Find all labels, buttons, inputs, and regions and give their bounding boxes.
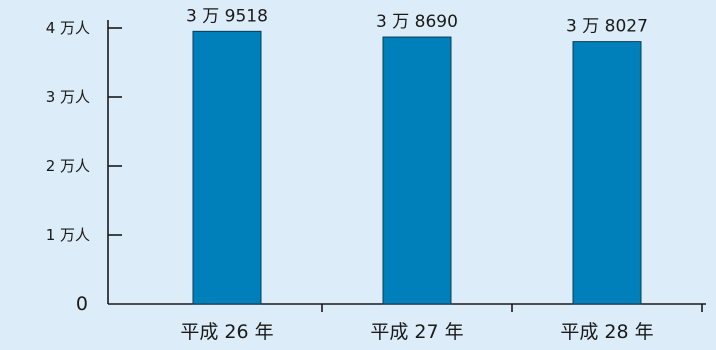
bar-data-label: 3 万 8690	[376, 12, 458, 32]
x-category-label: 平成 27 年	[370, 321, 463, 343]
bar-data-label: 3 万 9518	[186, 6, 268, 26]
x-category-label: 平成 28 年	[560, 321, 653, 343]
y-tick-label: 0	[76, 293, 88, 315]
x-category-label: 平成 26 年	[180, 321, 273, 343]
y-tick-label: 4 万人	[46, 19, 90, 37]
bar	[382, 36, 452, 305]
bar	[192, 30, 262, 305]
y-tick-label: 3 万人	[46, 88, 90, 106]
plot-area: 0 1 万人 2 万人 3 万人 4 万人 3 万 9518 平成 26 年 3 万 8690…	[46, 6, 706, 343]
bar-data-label: 3 万 8027	[566, 17, 648, 37]
y-tick-label: 2 万人	[46, 157, 90, 175]
bar	[572, 41, 642, 305]
y-tick-label: 1 万人	[46, 226, 90, 244]
